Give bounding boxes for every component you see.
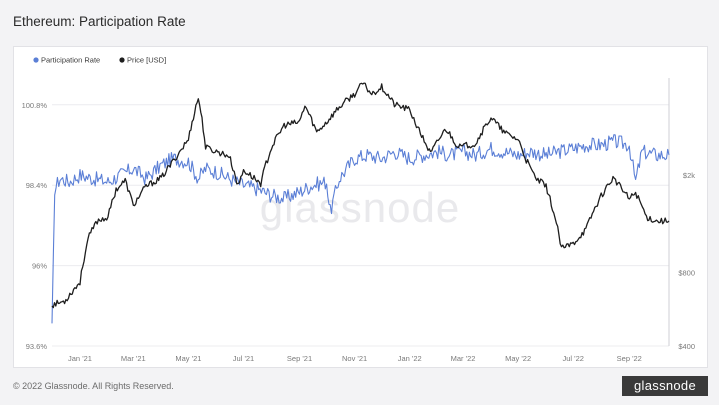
x-tick-label-5: Nov '21 xyxy=(342,354,367,363)
x-tick-label-7: Mar '22 xyxy=(451,354,476,363)
x-tick-label-8: May '22 xyxy=(505,354,531,363)
x-tick-label-3: Jul '21 xyxy=(233,354,254,363)
x-axis-ticks: Jan '21 Mar '21 May '21 Jul '21 Sep '21 Nov '… xyxy=(68,354,642,363)
legend-marker-price xyxy=(119,57,125,63)
x-tick-label-1: Mar '21 xyxy=(121,354,146,363)
watermark: glassnode xyxy=(260,184,460,231)
x-tick-label-0: Jan '21 xyxy=(68,354,92,363)
legend-label-price: Price [USD] xyxy=(127,56,166,65)
y-left-tick-label-2: 96% xyxy=(32,262,47,271)
legend-item-price[interactable]: Price [USD] xyxy=(119,56,166,65)
grid xyxy=(52,104,669,347)
page-title: Ethereum: Participation Rate xyxy=(13,14,186,29)
copyright-footer: © 2022 Glassnode. All Rights Reserved. xyxy=(13,381,174,391)
legend-label-participation: Participation Rate xyxy=(41,56,100,65)
y-right-tick-label-1: $800 xyxy=(678,268,695,277)
brand-logo: glassnode xyxy=(622,376,708,396)
right-axis-ticks: $2k $800 $400 xyxy=(678,171,695,351)
legend-marker-participation xyxy=(33,57,39,63)
x-tick-label-10: Sep '22 xyxy=(617,354,642,363)
participation-rate-line xyxy=(51,134,670,324)
chart-panel xyxy=(13,46,708,368)
y-right-tick-label-0: $2k xyxy=(683,171,695,180)
price-line xyxy=(51,82,670,309)
x-tick-label-2: May '21 xyxy=(175,354,201,363)
x-tick-label-9: Jul '22 xyxy=(563,354,584,363)
x-tick-label-4: Sep '21 xyxy=(287,354,312,363)
legend-item-participation[interactable]: Participation Rate xyxy=(33,56,100,65)
y-left-tick-label-0: 100.8% xyxy=(22,101,48,110)
y-left-tick-label-3: 93.6% xyxy=(26,342,48,351)
y-left-tick-label-1: 98.4% xyxy=(26,181,48,190)
legend: Participation Rate Price [USD] xyxy=(33,56,166,65)
series-lines xyxy=(51,82,670,324)
y-right-tick-label-2: $400 xyxy=(678,342,695,351)
x-tick-label-6: Jan '22 xyxy=(398,354,422,363)
left-axis-ticks: 100.8% 98.4% 96% 93.6% xyxy=(22,101,48,351)
